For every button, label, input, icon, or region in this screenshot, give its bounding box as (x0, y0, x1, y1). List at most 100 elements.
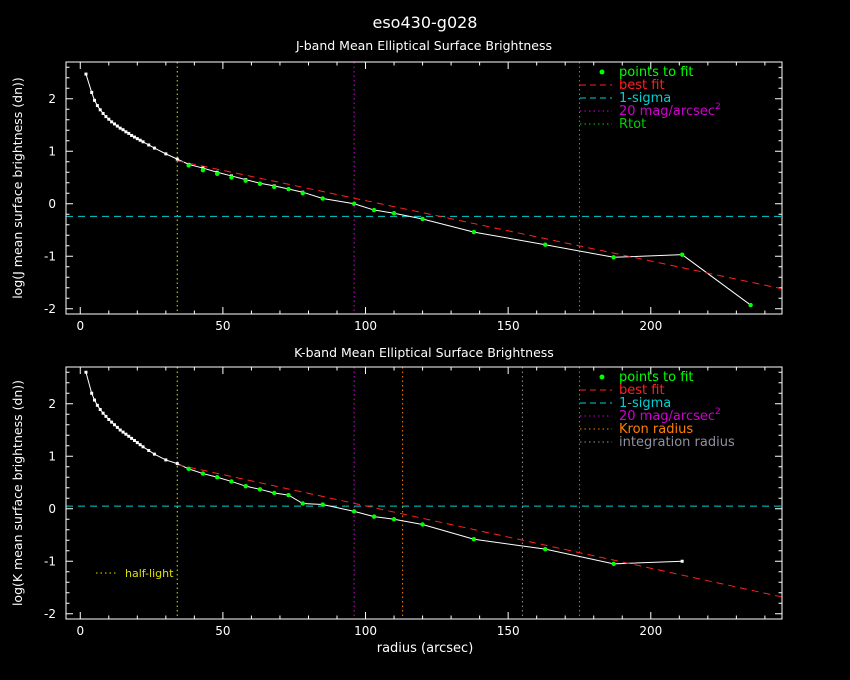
fit-point (272, 184, 277, 190)
x-tick-label: 100 (354, 624, 377, 638)
legend-label-text: points to fit (619, 65, 694, 80)
profile-point (98, 108, 102, 112)
profile-point (130, 134, 134, 137)
profile-point (112, 423, 116, 427)
x-tick-label: 0 (76, 624, 84, 638)
profile-point (175, 157, 179, 161)
profile-point (115, 124, 119, 128)
y-tick-label: -1 (44, 554, 56, 568)
profile-point (104, 115, 108, 119)
fit-point (351, 201, 357, 206)
j-band-panel: J-band Mean Elliptical Surface Brightnes… (10, 38, 783, 333)
profile-point (138, 138, 142, 142)
legend-label: 20 mag/arcsec2 (619, 407, 721, 424)
profile-point (112, 122, 116, 126)
legend-label-text: Kron radius (619, 422, 693, 437)
fit-point (611, 561, 616, 567)
profile-point (84, 72, 88, 76)
fit-point (471, 537, 477, 542)
profile-point (121, 430, 125, 434)
profile-point (135, 137, 139, 141)
y-tick-label: 1 (48, 449, 56, 463)
profile-point (164, 458, 168, 462)
fit-point (391, 211, 397, 216)
ticks (66, 62, 782, 314)
x-tick-label: 50 (215, 624, 230, 638)
y-tick-label: -2 (44, 607, 56, 621)
legend-label-text: best fit (619, 383, 665, 398)
legend-label-text: 1-sigma (619, 396, 671, 411)
plot-area (66, 62, 782, 314)
profile-point (124, 130, 128, 134)
x-tick-label: 150 (497, 319, 520, 333)
profile-point (93, 398, 97, 402)
fit-point (543, 546, 548, 552)
profile-point (118, 126, 122, 130)
x-axis-label: radius (arcsec) (377, 641, 474, 656)
profile-point (135, 441, 139, 445)
fit-point (391, 517, 397, 522)
profile-point (147, 143, 151, 147)
fit-point (351, 509, 357, 514)
fit-point (257, 181, 263, 186)
fit-point (272, 490, 277, 496)
fit-point (300, 501, 305, 506)
profile-point (107, 117, 111, 121)
profile-point (95, 403, 99, 407)
legend-label: 1-sigma (619, 91, 671, 106)
fit-point (286, 186, 291, 192)
legend-label: 1-sigma (619, 396, 671, 411)
profile-point (141, 140, 145, 144)
fit-point (320, 196, 325, 201)
legend-label-text: integration radius (619, 435, 735, 450)
y-axis-label: log(J mean surface brightness (dn)) (10, 77, 25, 299)
fit-point (420, 522, 425, 527)
legend-label: points to fit (619, 370, 694, 385)
legend-label: points to fit (619, 65, 694, 80)
legend-label: best fit (619, 78, 665, 93)
profile-point (680, 559, 684, 563)
y-tick-label: 2 (48, 92, 56, 106)
fit-point (257, 487, 263, 492)
fit-point (243, 483, 248, 489)
fit-point (200, 471, 206, 476)
profile-point (175, 462, 179, 466)
profile-point (101, 111, 105, 115)
x-tick-label: 0 (76, 319, 84, 333)
axes-frame (65, 366, 783, 620)
fit-point (229, 479, 234, 484)
legend-label-text: 1-sigma (619, 91, 671, 106)
fit-point (229, 175, 234, 180)
profile-point (127, 131, 131, 135)
y-tick-label: 1 (48, 144, 56, 158)
profile-point (164, 152, 168, 156)
legend-label: 20 mag/arcsec2 (619, 102, 721, 119)
fit-point (471, 229, 477, 235)
legend-swatch (599, 374, 605, 380)
legend-label-text: 20 mag/arcsec (619, 104, 715, 119)
legend-label-text: Rtot (619, 117, 646, 132)
legend-label: Rtot (619, 117, 646, 132)
fit-point (748, 302, 753, 308)
profile-point (93, 98, 97, 102)
fit-point (679, 252, 685, 257)
y-tick-label: 0 (48, 502, 56, 516)
axes-frame (65, 61, 783, 315)
fit-point (186, 163, 191, 168)
profile-point (84, 370, 88, 374)
profile-point (95, 104, 99, 108)
x-tick-label: 200 (639, 319, 662, 333)
legend-label-superscript: 2 (715, 102, 721, 112)
profile-point (90, 90, 94, 94)
profile-point (132, 439, 136, 442)
profile-point (101, 411, 105, 415)
profile-point (107, 418, 111, 421)
y-tick-label: 2 (48, 397, 56, 411)
profile-point (98, 408, 102, 412)
profile-point (138, 443, 142, 447)
profile-point (121, 128, 125, 132)
